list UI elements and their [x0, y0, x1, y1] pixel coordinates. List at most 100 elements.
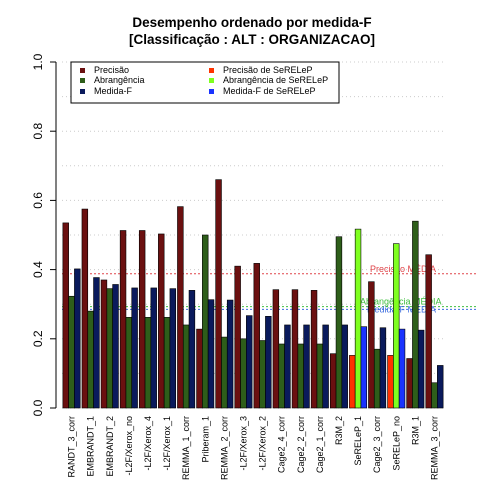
bar [87, 310, 94, 409]
category-label: SeRELeP_no [391, 416, 401, 471]
legend-label: Precisão [94, 65, 129, 75]
bar [182, 324, 190, 409]
bar [284, 324, 291, 409]
category-label: Priberam_1 [200, 416, 210, 463]
bar [81, 208, 89, 409]
category-label: EMBRANDT_1 [86, 416, 96, 477]
bar [310, 290, 318, 409]
chart-subtitle: [Classificação : ALT : ORGANIZACAO] [129, 32, 375, 47]
category-label: -L2F/Xerox_1 [162, 416, 172, 471]
bar [431, 382, 438, 409]
bar [215, 179, 222, 409]
reference-line-label: Precisão MÉDIA [370, 264, 436, 274]
legend-label: Medida-F [94, 86, 133, 96]
x-axis-labels: RANDT_3_corr EMBRANDT_1 EMBRANDT_2 -L2F/Xer… [67, 416, 440, 480]
category-label: Cage2_3_corr [372, 416, 382, 473]
category-label: R3M_1 [410, 416, 420, 445]
bar [297, 343, 304, 409]
category-label: -L2F/Xerox_4 [143, 416, 153, 471]
bar [169, 288, 177, 409]
y-tick-label: 1.0 [31, 53, 45, 70]
bar [360, 326, 368, 409]
bar [144, 317, 152, 409]
legend-label: Medida-F de SeRELeP [223, 86, 316, 96]
bar [259, 340, 266, 409]
category-label: EMBRANDT_2 [105, 416, 115, 477]
bar [272, 289, 280, 409]
bar [278, 343, 285, 409]
bar [387, 355, 394, 409]
category-label: -L2F/Xerox_2 [258, 416, 268, 471]
category-label: Cage2_4_corr [277, 416, 287, 473]
y-axis: 0.0 0.2 0.4 0.6 0.8 1.0 [31, 53, 57, 416]
bar [393, 243, 400, 409]
bar [349, 355, 356, 409]
bar [368, 281, 375, 409]
reference-line-label: Medida-F MÉDIA [367, 304, 436, 314]
legend-box [70, 61, 340, 104]
bar [112, 284, 119, 409]
bar [158, 233, 165, 409]
legend-swatch [209, 89, 214, 94]
bar [226, 299, 234, 409]
category-label: REMMA_2_corr [219, 416, 229, 480]
category-label: -L2F/Xerox_no [124, 416, 134, 476]
category-label: REMMA_1_corr [181, 416, 191, 480]
category-label: -L2F/Xerox_3 [238, 416, 248, 471]
category-label: R3M_2 [334, 416, 344, 445]
bar [335, 236, 343, 409]
bar [106, 288, 113, 409]
bars [62, 179, 444, 409]
reference-lines: Precisão MÉDIA Abrangência MÉDIAMedida-F … [62, 264, 478, 314]
legend-swatch [209, 68, 214, 73]
bar [188, 290, 196, 409]
grid-lines [62, 61, 444, 409]
bar [322, 324, 329, 409]
bar [207, 299, 215, 409]
legend-swatch [80, 68, 85, 73]
legend-label: Abrangência [94, 75, 145, 85]
category-label: Cage2_1_corr [315, 416, 325, 473]
bar [354, 228, 362, 409]
bar [221, 336, 228, 409]
bar [100, 279, 108, 409]
bar [291, 289, 299, 409]
bar [62, 222, 69, 409]
bar [234, 265, 241, 409]
bar [412, 220, 419, 409]
bar [303, 324, 310, 409]
bar [329, 353, 337, 409]
bar [138, 230, 146, 409]
category-label: SeRELeP_1 [353, 416, 363, 466]
y-tick-label: 0.4 [31, 261, 45, 278]
bar [406, 358, 413, 409]
bar [125, 317, 133, 409]
bar [163, 317, 171, 409]
bar [398, 328, 406, 409]
y-tick-label: 0.6 [31, 192, 45, 209]
bar [196, 328, 203, 409]
bar [177, 206, 184, 409]
category-label: REMMA_3_corr [429, 416, 439, 480]
chart-title: Desempenho ordenado por medida-F [132, 15, 371, 30]
bar [417, 329, 425, 409]
y-tick-label: 0.2 [31, 330, 45, 347]
legend-swatch [80, 89, 85, 94]
bar [425, 254, 432, 409]
category-label: RANDT_3_corr [67, 416, 77, 478]
legend-label: Abrangência de SeRELeP [223, 75, 328, 85]
y-tick-label: 0.8 [31, 123, 45, 140]
bar [240, 338, 247, 409]
legend-label: Precisão de SeRELeP [223, 65, 313, 75]
bar [93, 277, 100, 409]
bar [379, 327, 387, 409]
bar [253, 263, 260, 409]
bar [131, 287, 138, 409]
reference-line-label: Abrangência MÉDIA [360, 297, 442, 307]
bar [265, 316, 272, 409]
bar [316, 343, 324, 409]
bar [373, 348, 381, 409]
bar [202, 234, 209, 409]
